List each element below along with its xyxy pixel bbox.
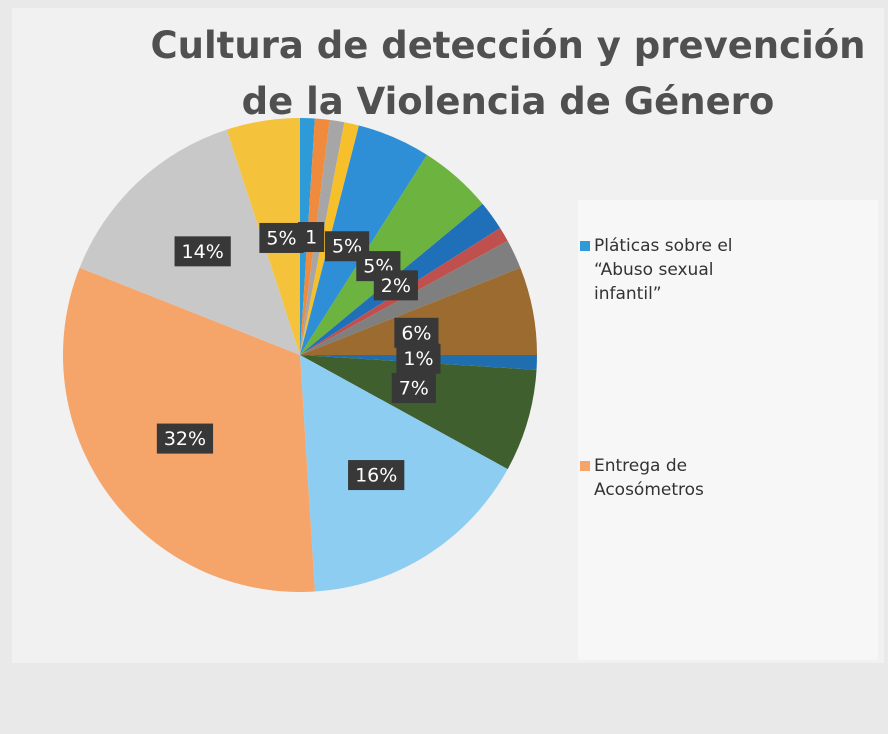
data-label-box: [348, 460, 405, 491]
legend-swatch: [580, 461, 590, 471]
data-label-text: 16%: [355, 465, 397, 487]
legend-entry: Entrega de Acosómetros: [580, 454, 784, 502]
data-label: 32%: [156, 423, 214, 454]
data-label-text: 1%: [403, 348, 433, 370]
data-label-box: [394, 317, 439, 348]
data-label-text: 14%: [182, 241, 224, 263]
data-label: 7%: [391, 373, 436, 404]
chart-title: Cultura de detección y prevención de la V…: [150, 24, 865, 123]
data-label-text: 7%: [399, 378, 429, 400]
data-label-text: 2%: [381, 275, 411, 297]
pie-slice: [300, 355, 537, 470]
legend-area: [578, 200, 878, 660]
data-label-box: [396, 343, 441, 374]
pie-slice: [300, 267, 537, 355]
legend-text: Pláticas sobre el “Abuso sexual infantil…: [594, 236, 733, 304]
data-label: 6%: [394, 317, 439, 348]
data-label-text: 5%: [332, 236, 362, 258]
data-label-box: [373, 270, 418, 301]
data-label: 16%: [348, 460, 405, 491]
data-label-box: [391, 373, 436, 404]
data-label-box: [156, 423, 214, 454]
data-label-text: 32%: [164, 428, 206, 450]
data-label-text: 6%: [401, 322, 431, 344]
data-label-box: [259, 222, 304, 253]
legend-swatch: [580, 241, 590, 251]
data-label: 14%: [174, 236, 231, 267]
legend-text: Entrega de Acosómetros: [594, 456, 704, 500]
data-label: 1%: [396, 343, 441, 374]
data-label-text: 1: [305, 227, 317, 249]
legend-entry: Pláticas sobre el “Abuso sexual infantil…: [580, 234, 784, 306]
data-label-text: 5%: [266, 227, 296, 249]
data-label: 2%: [373, 270, 418, 301]
data-label: 5%: [259, 222, 304, 253]
data-label-box: [174, 236, 231, 267]
